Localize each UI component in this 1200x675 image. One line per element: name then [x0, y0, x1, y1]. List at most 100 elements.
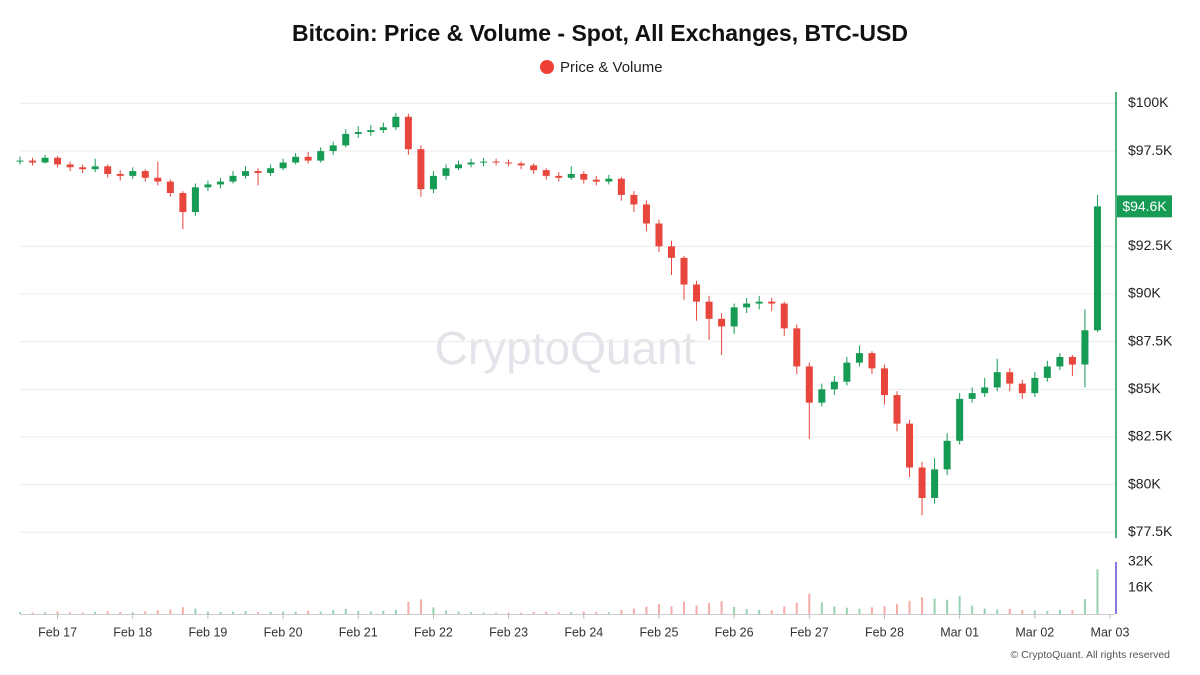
candle-body	[630, 194, 638, 205]
x-tick-label: Feb 28	[865, 625, 904, 639]
volume-bar	[482, 612, 485, 614]
volume-bar	[244, 611, 247, 614]
volume-bar	[883, 606, 886, 614]
candle-body	[680, 257, 688, 285]
candle-body	[505, 162, 513, 164]
candle-body	[931, 469, 939, 498]
candle-body	[191, 187, 199, 213]
volume-bar	[545, 611, 548, 614]
candle-body	[204, 184, 212, 188]
volume-bar	[382, 610, 385, 614]
volume-bar	[1096, 569, 1099, 614]
candle-body	[292, 156, 300, 163]
candle-body	[342, 133, 350, 146]
volume-bar	[808, 593, 811, 614]
candle-body	[492, 161, 500, 163]
volume-bar	[156, 610, 159, 614]
volume-bar	[795, 602, 798, 614]
volume-bar	[645, 606, 648, 614]
x-tick-label: Mar 02	[1015, 625, 1054, 639]
volume-bar	[532, 612, 535, 614]
candle-body	[718, 318, 726, 327]
x-tick-label: Feb 17	[38, 625, 77, 639]
candle-body	[141, 171, 149, 178]
volume-bar	[758, 609, 761, 614]
candle-body	[880, 368, 888, 396]
candle-body	[1043, 366, 1051, 378]
candle-body	[254, 171, 262, 174]
candle-body	[79, 167, 87, 170]
volume-bar	[845, 607, 848, 614]
volume-bar	[269, 611, 272, 614]
volume-bar	[81, 612, 84, 614]
volume-bar	[106, 611, 109, 614]
last-price-label: $94.6K	[1122, 198, 1167, 214]
candle-body	[693, 284, 701, 302]
volume-bar	[896, 603, 899, 614]
candle-body	[1056, 356, 1064, 367]
volume-bar	[332, 610, 335, 614]
legend-marker[interactable]	[540, 60, 554, 74]
volume-bar	[419, 599, 422, 614]
candle-body	[129, 171, 137, 176]
x-tick-label: Feb 22	[414, 625, 453, 639]
volume-bar	[908, 600, 911, 614]
candle-body	[216, 181, 224, 185]
candle-body	[730, 307, 738, 327]
candle-body	[329, 145, 337, 152]
volume-bar	[921, 597, 924, 614]
candle-body	[304, 156, 312, 161]
candle-body	[605, 178, 613, 182]
volume-bar	[131, 612, 134, 614]
candle-body	[517, 163, 525, 166]
x-tick-label: Mar 01	[940, 625, 979, 639]
x-tick-label: Feb 20	[264, 625, 303, 639]
legend-label[interactable]: Price & Volume	[560, 59, 663, 76]
last-price-badge	[1117, 195, 1172, 218]
volume-bar	[607, 612, 610, 614]
candle-body	[943, 440, 951, 470]
candle-body	[617, 178, 625, 195]
volume-bar	[958, 595, 961, 614]
volume-bar	[520, 612, 523, 614]
y-tick-label: $77.5K	[1128, 523, 1173, 539]
volume-bar	[557, 612, 560, 614]
volume-bar	[357, 611, 360, 614]
candle-body	[642, 204, 650, 224]
volume-bar	[870, 607, 873, 614]
footer: © CryptoQuant. All rights reserved	[1011, 649, 1171, 661]
volume-bar	[783, 606, 786, 614]
candle-body	[279, 162, 287, 169]
volume-bar	[770, 610, 773, 614]
volume-bar	[570, 612, 573, 614]
volume-bar	[582, 611, 585, 614]
volume-bar	[369, 611, 372, 614]
volume-bar	[733, 607, 736, 614]
candle-body	[893, 395, 901, 424]
candle-body	[467, 162, 475, 165]
candle-body	[166, 181, 174, 194]
candle-body	[104, 166, 112, 174]
x-tick-label: Feb 23	[489, 625, 528, 639]
chart-title: Bitcoin: Price & Volume - Spot, All Exch…	[292, 20, 908, 46]
volume-bar	[470, 612, 473, 614]
candle-body	[993, 372, 1001, 388]
y-tick-label: $92.5K	[1128, 237, 1173, 253]
candle-body	[29, 160, 37, 163]
candle-body	[592, 179, 600, 182]
candle-body	[830, 381, 838, 390]
candle-body	[480, 161, 488, 163]
candle-body	[417, 149, 425, 190]
candle-body	[317, 151, 325, 161]
volume-bar	[720, 601, 723, 614]
y-tick-label: $85K	[1128, 380, 1161, 396]
volume-bar	[319, 611, 322, 614]
candle-body	[567, 173, 575, 178]
volume-bar	[858, 608, 861, 614]
watermark: CryptoQuant	[435, 322, 696, 374]
candle-body	[354, 132, 362, 134]
volume-bar	[44, 612, 47, 614]
volume-bar	[19, 612, 21, 614]
volume-bar	[344, 608, 347, 614]
volume-bar	[56, 611, 59, 614]
